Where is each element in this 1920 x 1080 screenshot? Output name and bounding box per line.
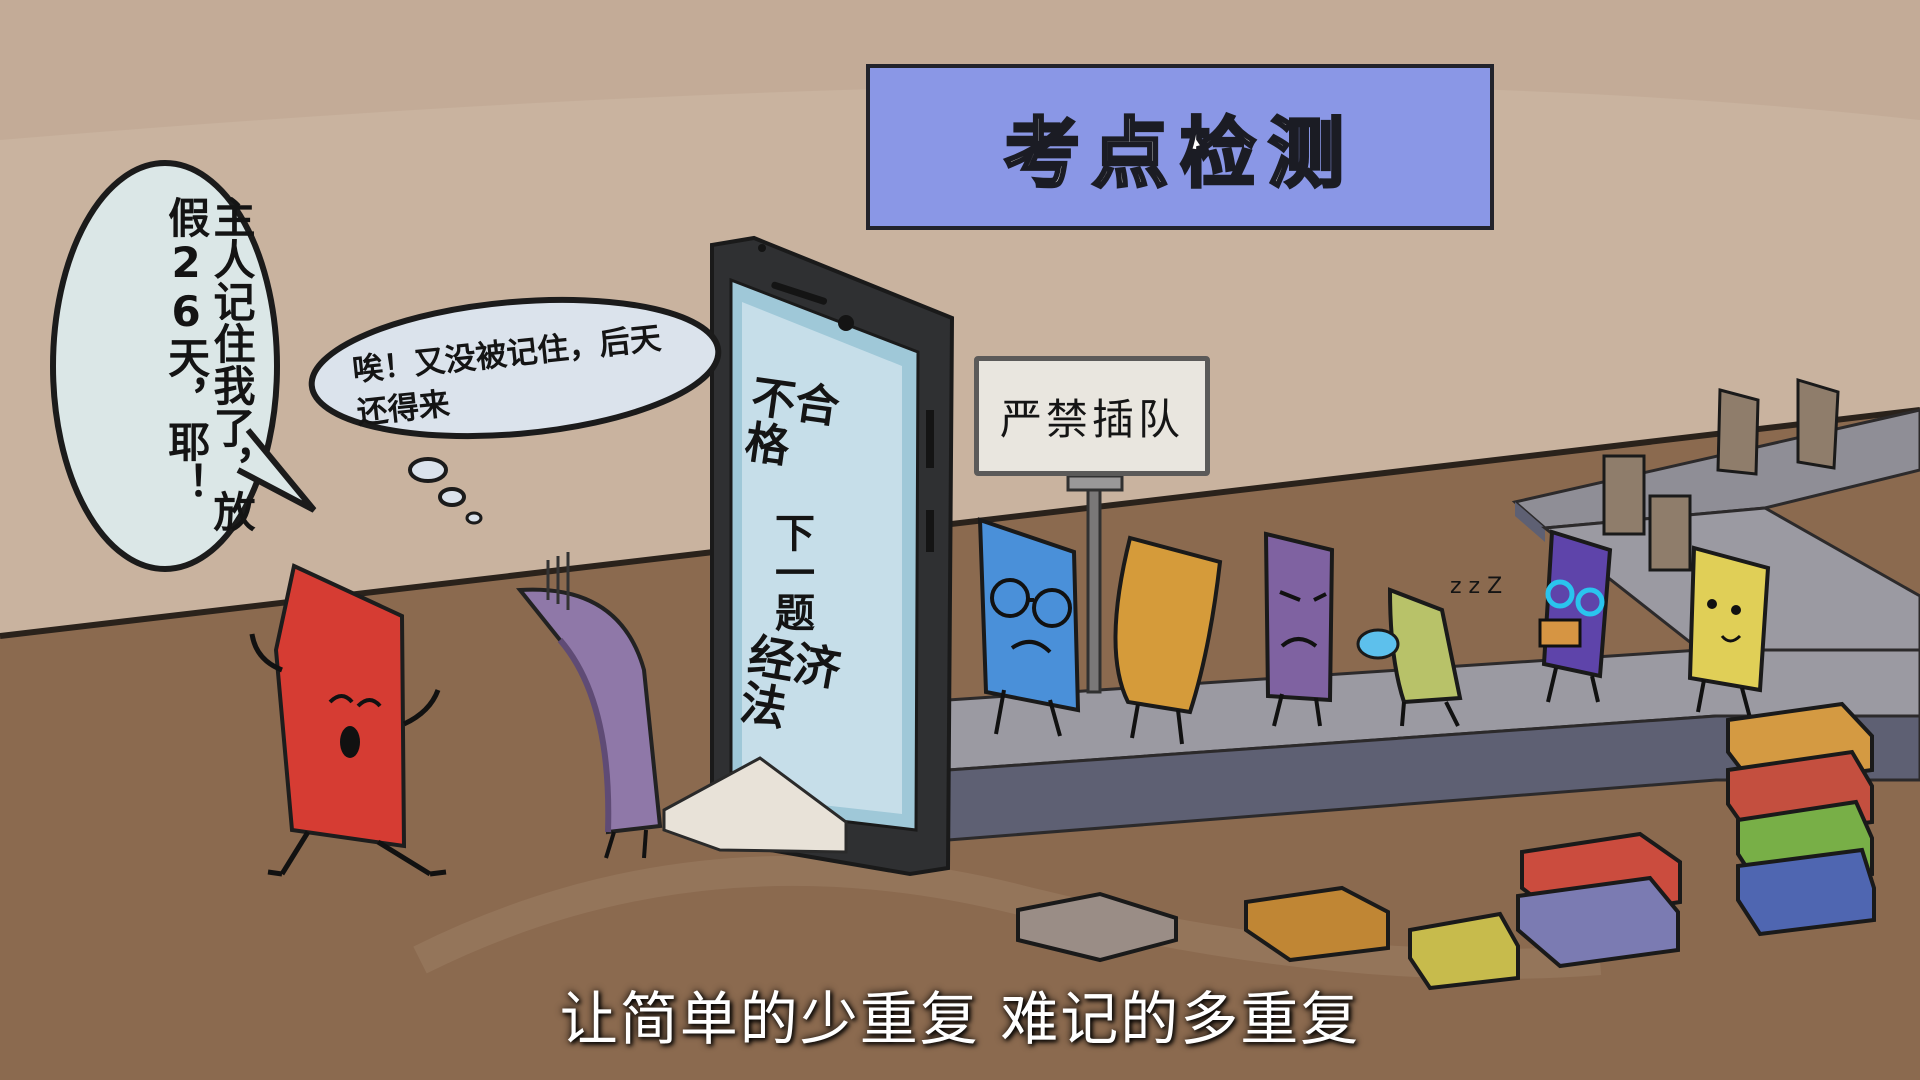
phone-subject-text: 经济法 [735, 628, 845, 737]
red-speech-bubble [50, 160, 317, 572]
title-text: 考点检测 [1003, 108, 1356, 200]
paper-wedge [662, 756, 848, 854]
red-speech-text: 主人记住我了，放假26天，耶！ [161, 196, 256, 532]
indigo-card-character [1538, 529, 1613, 703]
purple-card-character [516, 552, 663, 859]
subtitle: 让简单的少重复 难记的多重复 [559, 985, 1361, 1053]
yellow-card-character [1687, 545, 1771, 719]
red-card-character [249, 563, 447, 877]
purple-thought-bubble [308, 296, 722, 525]
green-card-character [1356, 587, 1463, 727]
violet-card-character [1263, 531, 1335, 727]
phone-next-question-text: 下一题 [768, 512, 814, 632]
books-pile [1016, 701, 1876, 991]
no-cutting-text: 严禁插队 [999, 394, 1184, 444]
sign-pole-cap [1066, 474, 1124, 492]
blue-card-character [977, 517, 1081, 737]
phone-result-text: 不合格 [741, 371, 843, 474]
back-conveyor-side [1515, 502, 1545, 542]
sleep-zzz: z z Z [1450, 574, 1503, 599]
orange-card-character [1113, 535, 1223, 745]
title-banner: 考点检测 [866, 64, 1494, 230]
phone [710, 235, 955, 877]
no-cutting-sign: 严禁插队 [974, 356, 1210, 476]
gray-card-group [1602, 377, 1840, 572]
sign-pole [1086, 474, 1102, 694]
